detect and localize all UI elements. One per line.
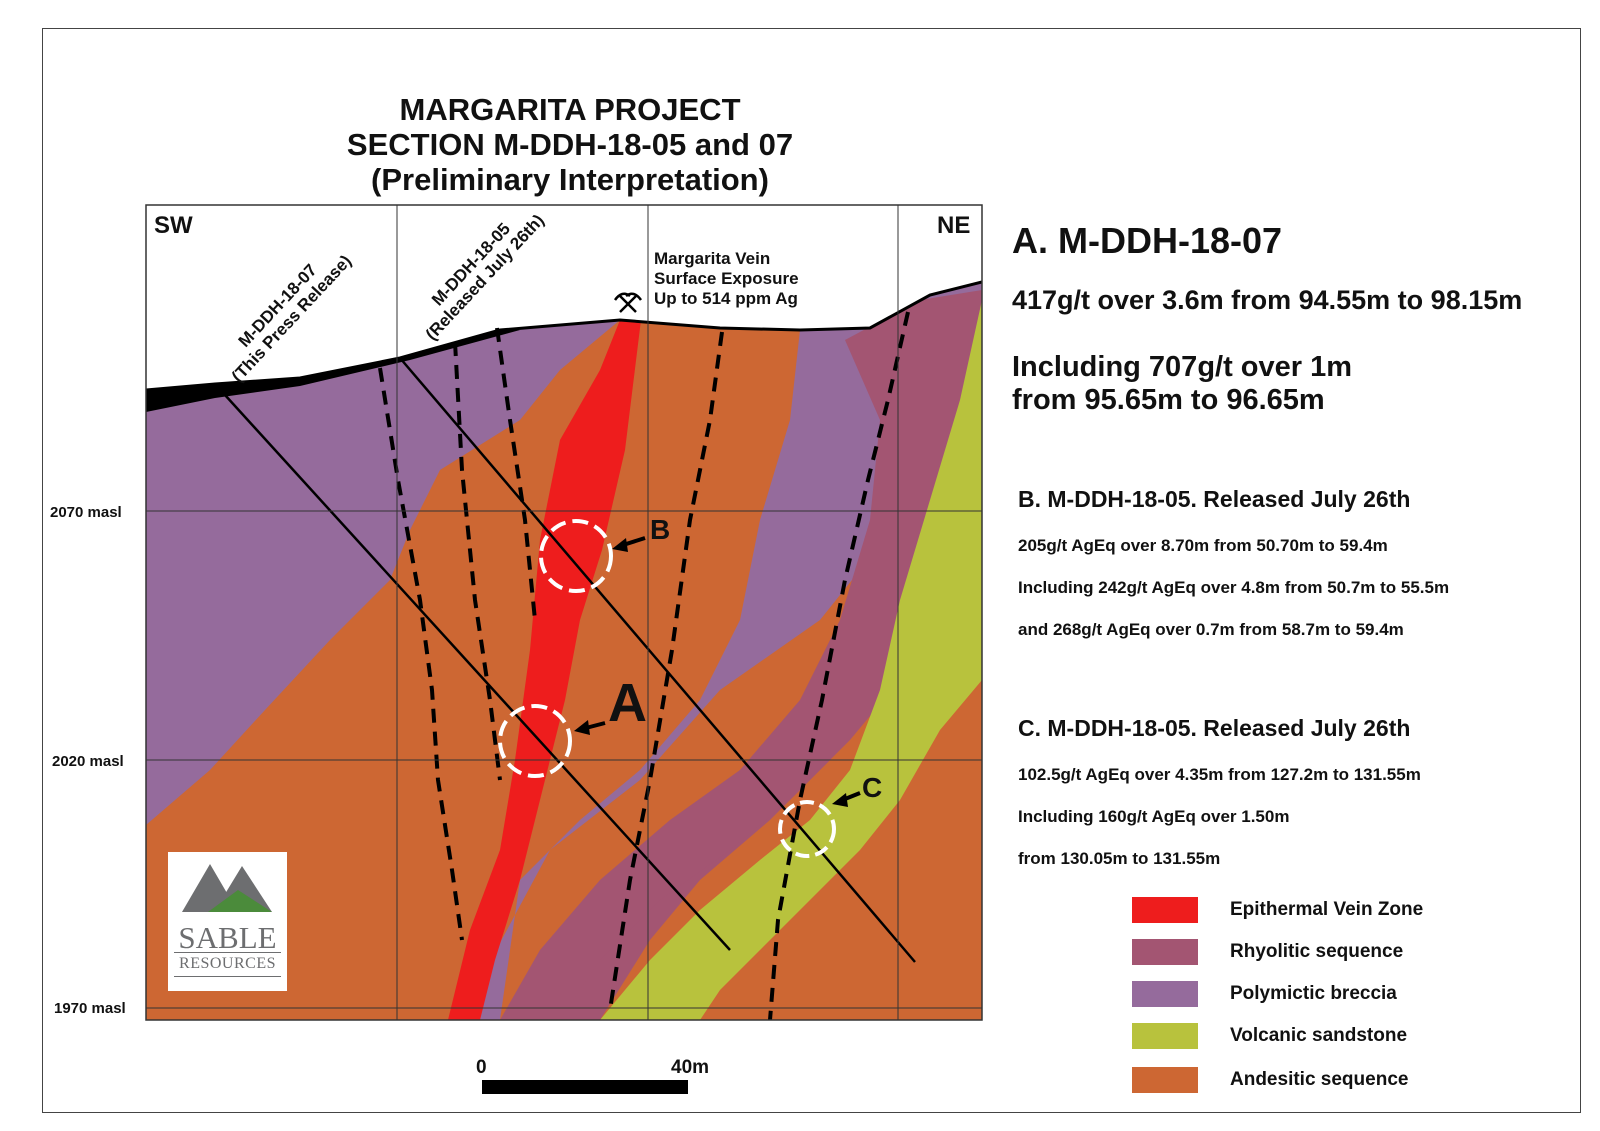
- breccia-east: [470, 282, 982, 1020]
- drill-hole-07: [214, 383, 731, 951]
- scale-start: 0: [476, 1057, 487, 1078]
- topography-line: [146, 280, 982, 392]
- info-b-heading: B. M-DDH-18-05. Released July 26th: [1018, 486, 1411, 512]
- info-a-line-1: 417g/t over 3.6m from 94.55m to 98.15m: [1012, 285, 1523, 315]
- drill-hole-05: [399, 357, 916, 963]
- ne-label: NE: [937, 212, 971, 239]
- legend-item-breccia: Polymictic breccia: [1132, 981, 1512, 1009]
- logo-word-sable: SABLE: [178, 920, 277, 955]
- scale-end: 40m: [671, 1057, 710, 1078]
- marker-c: C: [862, 772, 883, 803]
- legend-item-sandstone: Volcanic sandstone: [1132, 1023, 1512, 1051]
- legend-label-sandstone: Volcanic sandstone: [1230, 1025, 1408, 1046]
- legend-swatch-vein: [1132, 897, 1198, 923]
- rhyolitic-band: [500, 290, 982, 1020]
- intercept-circle-c: [778, 800, 836, 858]
- mountain-icon: [182, 864, 272, 912]
- title-line-2: SECTION M-DDH-18-05 and 07: [346, 127, 794, 162]
- info-a-line-2: Including 707g/t over 1m: [1012, 351, 1353, 383]
- grid: [146, 205, 982, 1020]
- scale-bar: [482, 1080, 688, 1094]
- marker-b: B: [650, 514, 671, 545]
- elevation-2070: 2070 masl: [50, 504, 122, 521]
- legend-swatch-breccia: [1132, 981, 1198, 1007]
- map-frame: [42, 28, 1581, 1113]
- logo-word-resources: RESOURCES: [179, 955, 276, 972]
- marker-a: A: [608, 673, 647, 733]
- breccia-west: [146, 320, 620, 825]
- legend-swatch-rhyolitic: [1132, 939, 1198, 965]
- section-border: [145, 204, 983, 1021]
- elevation-1970: 1970 masl: [54, 1000, 126, 1017]
- vein-surface-note: Margarita Vein Surface Exposure Up to 51…: [654, 249, 799, 308]
- pointer-arrows: [574, 536, 861, 807]
- info-c-line-2: Including 160g/t AgEq over 1.50m: [1018, 807, 1290, 826]
- title-line-3: (Preliminary Interpretation): [371, 162, 769, 197]
- legend-item-rhyolitic: Rhyolitic sequence: [1132, 939, 1512, 967]
- logo-divider-bottom: [174, 976, 281, 977]
- sw-label: SW: [154, 212, 193, 239]
- intercept-circle-b: [539, 519, 613, 593]
- info-b-line-3: and 268g/t AgEq over 0.7m from 58.7m to …: [1018, 620, 1404, 639]
- info-c-heading: C. M-DDH-18-05. Released July 26th: [1018, 715, 1411, 741]
- legend-label-rhyolitic: Rhyolitic sequence: [1230, 941, 1404, 962]
- title-line-1: MARGARITA PROJECT: [399, 92, 741, 127]
- faults: [378, 311, 910, 1020]
- sandstone-band: [600, 300, 982, 1020]
- info-a-line-3: from 95.65m to 96.65m: [1012, 384, 1325, 416]
- legend-item-vein: Epithermal Vein Zone: [1132, 897, 1512, 925]
- surface-sky: [146, 205, 982, 390]
- legend-swatch-sandstone: [1132, 1023, 1198, 1049]
- legend-label-vein: Epithermal Vein Zone: [1230, 899, 1424, 920]
- overburden-layer: [146, 330, 520, 412]
- epithermal-vein: [448, 320, 641, 1020]
- info-c-line-1: 102.5g/t AgEq over 4.35m from 127.2m to …: [1018, 765, 1421, 784]
- mine-pick-icon: [613, 292, 643, 313]
- elevation-2020: 2020 masl: [52, 753, 124, 770]
- info-a-heading: A. M-DDH-18-07: [1012, 220, 1283, 261]
- logo-divider: [174, 952, 281, 953]
- info-b-line-2: Including 242g/t AgEq over 4.8m from 50.…: [1018, 578, 1450, 597]
- intercept-circle-a: [498, 704, 572, 778]
- legend-swatch-andesitic: [1132, 1067, 1198, 1093]
- info-b-line-1: 205g/t AgEq over 8.70m from 50.70m to 59…: [1018, 536, 1388, 555]
- sable-resources-logo: SABLE RESOURCES: [168, 852, 287, 991]
- legend-label-breccia: Polymictic breccia: [1230, 983, 1397, 1004]
- legend-label-andesitic: Andesitic sequence: [1230, 1069, 1409, 1090]
- legend-item-andesitic: Andesitic sequence: [1132, 1067, 1512, 1095]
- info-c-line-3: from 130.05m to 131.55m: [1018, 849, 1221, 868]
